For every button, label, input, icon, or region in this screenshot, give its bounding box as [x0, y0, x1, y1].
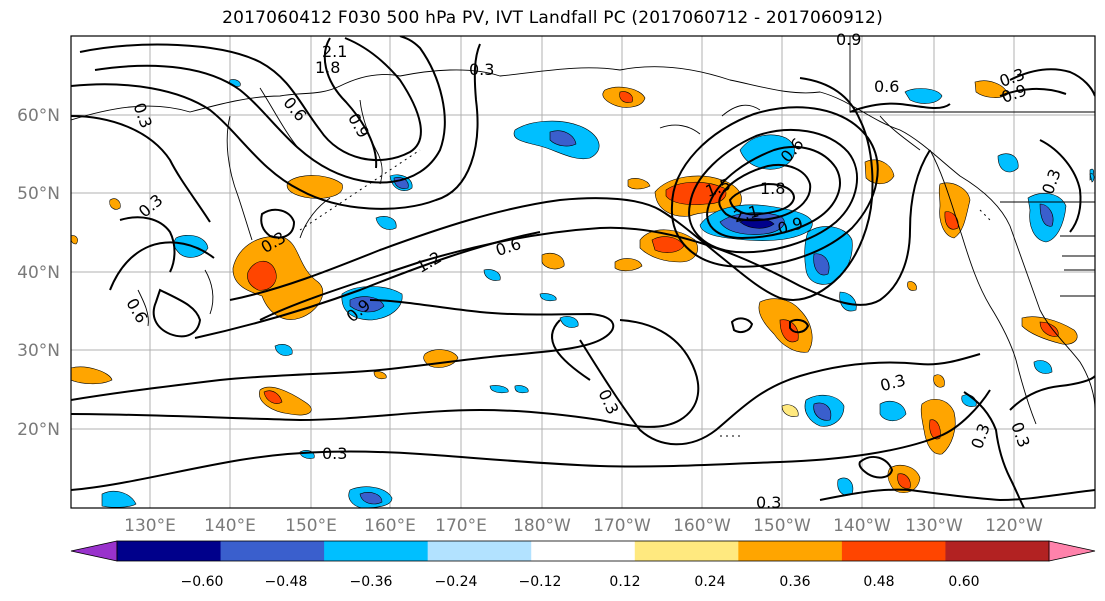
colorbar-cell [945, 541, 1050, 561]
colorbar-tick-label: −0.48 [265, 574, 308, 590]
latitude-label: 30°N [17, 341, 60, 361]
longitude-label: 120°W [985, 516, 1043, 536]
longitude-label: 170°W [593, 516, 651, 536]
longitude-label: 160°W [673, 516, 731, 536]
colorbar-outline [116, 540, 1050, 562]
colorbar-tick-label: 0.24 [694, 574, 725, 590]
longitude-label: 140°E [204, 516, 256, 536]
colorbar-extend-left [70, 540, 118, 562]
contour-label: 0.3 [756, 493, 781, 512]
colorbar-tick-label: −0.12 [519, 574, 562, 590]
contour-label: 1.8 [315, 58, 340, 77]
colorbar-tick-label: −0.36 [350, 574, 393, 590]
contour-label: 0.9 [836, 30, 861, 49]
longitude-axis: 130°E 140°E 150°E 160°E 170°E 180°W 170°… [124, 516, 1043, 536]
coastlines [71, 36, 1095, 425]
longitude-label: 130°E [124, 516, 176, 536]
colorbar-cell [324, 541, 429, 561]
colorbar-cell [220, 541, 325, 561]
contour-label: 0.3 [469, 60, 494, 79]
longitude-label: 150°W [753, 516, 811, 536]
map-frame [70, 35, 1096, 509]
pv-contours [71, 36, 1095, 508]
colorbar-ticks: −0.60 −0.48 −0.36 −0.24 −0.12 0.12 0.24 … [181, 574, 980, 590]
latitude-axis: 60°N 50°N 40°N 30°N 20°N [17, 106, 60, 440]
ivt-fill-patches [71, 79, 1095, 508]
colorbar-tick-label: −0.60 [181, 574, 224, 590]
longitude-label: 170°E [435, 516, 487, 536]
colorbar-cell [427, 541, 532, 561]
colorbar-cell [117, 541, 222, 561]
colorbar-cell [738, 541, 843, 561]
latitude-label: 20°N [17, 420, 60, 440]
longitude-label: 130°W [905, 516, 963, 536]
colorbar-tick-label: −0.24 [435, 574, 478, 590]
map-title: 2017060412 F030 500 hPa PV, IVT Landfall… [222, 8, 883, 28]
latitude-label: 40°N [17, 263, 60, 283]
longitude-label: 150°E [285, 516, 337, 536]
colorbar-tick-label: 0.12 [609, 574, 640, 590]
colorbar-tick-label: 0.60 [948, 574, 979, 590]
colorbar-cell [634, 541, 739, 561]
contour-label: 1.8 [760, 179, 785, 198]
latitude-label: 50°N [17, 184, 60, 204]
longitude-label: 160°E [364, 516, 416, 536]
longitude-label: 180°W [513, 516, 571, 536]
colorbar-cell [841, 541, 946, 561]
colorbar-cell [531, 541, 636, 561]
latitude-label: 60°N [17, 106, 60, 126]
contour-label: 2.1 [322, 42, 347, 61]
contour-label: 0.6 [874, 77, 899, 96]
minor-coast-dots [299, 149, 991, 437]
colorbar-tick-label: 0.48 [863, 574, 894, 590]
longitude-label: 140°W [833, 516, 891, 536]
colorbar: −0.60 −0.48 −0.36 −0.24 −0.12 0.12 0.24 … [70, 540, 1096, 590]
contour-label: 0.3 [322, 444, 347, 463]
colorbar-tick-label: 0.36 [779, 574, 810, 590]
colorbar-extend-right [1048, 540, 1096, 562]
